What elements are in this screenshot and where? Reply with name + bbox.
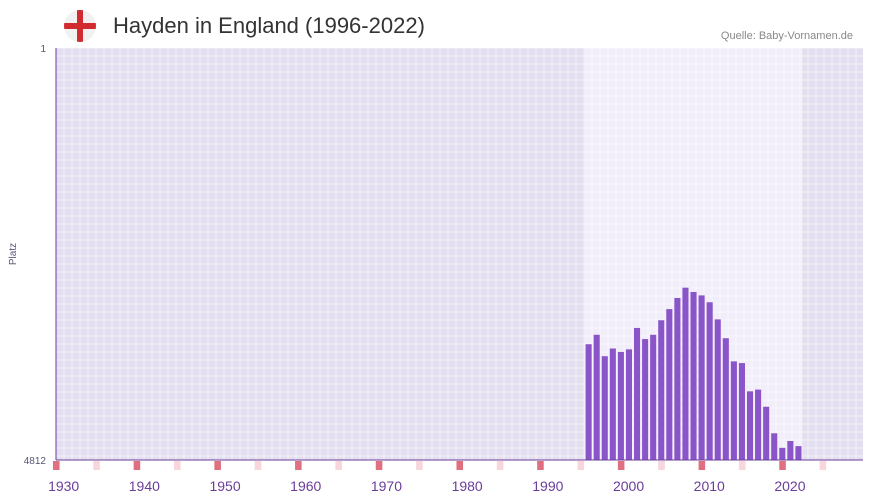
year-marker-1984 [496,461,504,470]
bar-2021 [795,446,802,460]
bar-2006 [674,297,681,460]
y-tick-label-top: 1 [40,44,46,55]
year-marker-1974 [416,461,423,470]
bar-2005 [666,309,673,460]
year-marker-1999 [617,461,625,470]
x-tick-label-2000: 2000 [613,478,644,494]
year-marker-1979 [456,461,464,470]
x-tick-label-1970: 1970 [371,478,402,494]
bar-1995 [585,344,592,460]
year-marker-2004 [658,461,665,470]
x-tick-label-2020: 2020 [774,478,805,494]
year-marker-1964 [335,461,342,470]
year-marker-2024 [819,461,827,470]
year-marker-1969 [375,461,383,470]
bar-2004 [658,320,665,460]
x-tick-label-1960: 1960 [290,478,321,494]
bar-1999 [617,351,624,460]
bar-2010 [706,302,713,460]
bar-2000 [625,349,633,460]
bar-2002 [642,339,649,460]
bar-2020 [787,440,794,460]
year-marker-2014 [738,461,746,470]
bar-2016 [755,389,762,460]
bar-2019 [779,447,786,460]
bar-2012 [722,338,729,460]
bar-2013 [730,361,737,460]
england-flag-icon [64,10,96,42]
bar-2011 [714,319,721,460]
year-markers [52,461,827,470]
year-marker-2009 [698,461,706,470]
axes [55,48,863,461]
x-tick-label-1940: 1940 [129,478,160,494]
bar-2008 [690,291,697,460]
bar-2001 [634,327,641,460]
source-link[interactable]: Quelle: Baby-Vornamen.de [720,30,853,42]
year-marker-1989 [537,461,544,470]
year-marker-1959 [295,461,302,470]
bar-2015 [746,391,754,460]
bar-2014 [738,363,745,460]
y-tick-label-bottom: 4812 [24,456,47,467]
x-tick-label-1990: 1990 [532,478,563,494]
x-tick-label-2010: 2010 [694,478,725,494]
year-marker-1939 [133,461,141,470]
year-marker-1934 [93,461,100,470]
bar-2007 [682,287,689,460]
year-marker-1944 [174,461,181,470]
x-tick-label-1930: 1930 [48,478,79,494]
bar-2009 [698,295,705,460]
bar-1997 [601,356,608,460]
y-axis-label: Platz [8,243,19,265]
bar-1996 [593,334,600,460]
chart-title: Hayden in England (1996-2022) [113,13,425,38]
x-tick-label-1980: 1980 [452,478,483,494]
x-tick-labels: 1930 1940 1950 1960 1970 1980 1990 2000 2010 2020 [48,478,806,494]
bars [585,287,802,460]
x-tick-label-1950: 1950 [209,478,240,494]
bar-2018 [771,433,778,460]
bar-1998 [609,348,616,460]
year-marker-1954 [254,461,262,470]
grid-lines [55,47,863,460]
year-marker-1929 [52,461,60,470]
year-marker-2019 [779,461,786,470]
bar-2003 [650,334,657,460]
year-marker-1949 [214,461,221,470]
year-marker-1994 [577,461,585,470]
bar-2017 [763,406,770,460]
